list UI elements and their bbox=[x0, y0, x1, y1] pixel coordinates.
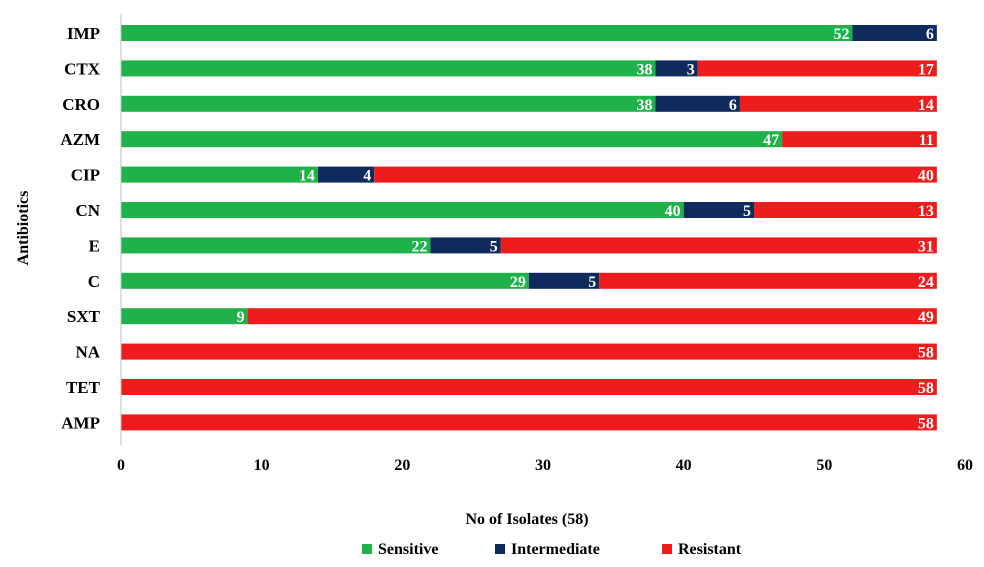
category-label-tet: TET bbox=[66, 378, 101, 397]
bar-intermediate-c bbox=[528, 272, 600, 289]
bar-intermediate-imp bbox=[852, 25, 937, 41]
bar-resistant-na bbox=[121, 343, 937, 360]
category-label-imp: IMP bbox=[67, 24, 100, 43]
data-label-sensitive-sxt: 9 bbox=[237, 309, 245, 326]
category-label-na: NA bbox=[75, 343, 100, 362]
bar-resistant-cro bbox=[739, 95, 937, 112]
x-tick-label-20: 20 bbox=[394, 457, 410, 474]
data-label-resistant-e: 31 bbox=[918, 238, 934, 255]
data-label-sensitive-c: 29 bbox=[510, 274, 526, 291]
data-label-resistant-c: 24 bbox=[918, 274, 934, 291]
category-label-cip: CIP bbox=[71, 166, 100, 185]
bar-resistant-sxt bbox=[247, 308, 937, 325]
data-label-intermediate-ctx: 3 bbox=[687, 61, 695, 78]
x-tick-label-60: 60 bbox=[957, 457, 973, 474]
bar-sensitive-imp bbox=[121, 25, 853, 41]
data-label-intermediate-cip: 4 bbox=[363, 168, 371, 185]
category-label-sxt: SXT bbox=[67, 307, 101, 326]
bar-intermediate-ctx bbox=[655, 60, 698, 77]
x-tick-label-0: 0 bbox=[117, 457, 125, 474]
data-label-intermediate-cro: 6 bbox=[729, 97, 737, 114]
y-axis-title: Antibiotics bbox=[15, 191, 32, 266]
legend-label-sensitive: Sensitive bbox=[378, 541, 438, 558]
bar-sensitive-cn bbox=[121, 202, 684, 218]
bars-layer bbox=[121, 25, 937, 431]
bar-resistant-c bbox=[599, 272, 937, 289]
data-label-resistant-cro: 14 bbox=[918, 97, 934, 114]
data-label-sensitive-ctx: 38 bbox=[637, 61, 653, 78]
bar-sensitive-azm bbox=[121, 131, 783, 148]
bar-intermediate-cip bbox=[317, 166, 375, 183]
data-label-resistant-cn: 13 bbox=[918, 203, 934, 220]
data-label-sensitive-azm: 47 bbox=[763, 132, 779, 149]
data-label-resistant-tet: 58 bbox=[918, 380, 934, 397]
data-label-sensitive-cn: 40 bbox=[665, 203, 681, 220]
data-label-resistant-ctx: 17 bbox=[918, 61, 934, 78]
category-label-c: C bbox=[88, 272, 100, 291]
data-label-resistant-azm: 11 bbox=[919, 132, 934, 149]
bar-resistant-amp bbox=[121, 414, 937, 431]
bar-intermediate-cro bbox=[655, 95, 740, 112]
category-label-cn: CN bbox=[75, 201, 100, 220]
bar-sensitive-c bbox=[121, 272, 529, 289]
x-tick-label-40: 40 bbox=[676, 457, 692, 474]
bar-resistant-cip bbox=[374, 166, 937, 183]
bar-resistant-tet bbox=[121, 379, 937, 395]
data-label-resistant-na: 58 bbox=[918, 345, 934, 362]
bar-intermediate-cn bbox=[683, 202, 754, 218]
data-label-intermediate-cn: 5 bbox=[743, 203, 751, 220]
data-label-intermediate-e: 5 bbox=[490, 238, 498, 255]
x-tick-label-50: 50 bbox=[816, 457, 832, 474]
legend-swatch-intermediate bbox=[495, 544, 505, 554]
bar-resistant-cn bbox=[754, 202, 937, 218]
bar-sensitive-cro bbox=[121, 95, 656, 112]
legend-label-resistant: Resistant bbox=[678, 541, 742, 558]
x-axis-title: No of Isolates (58) bbox=[465, 511, 588, 528]
category-label-azm: AZM bbox=[60, 130, 100, 149]
data-label-sensitive-e: 22 bbox=[411, 238, 427, 255]
data-label-resistant-sxt: 49 bbox=[918, 309, 934, 326]
bar-sensitive-ctx bbox=[121, 60, 656, 77]
category-label-amp: AMP bbox=[61, 413, 100, 432]
category-label-e: E bbox=[89, 236, 100, 255]
legend-swatch-resistant bbox=[662, 544, 672, 554]
bar-sensitive-cip bbox=[121, 166, 318, 183]
category-label-cro: CRO bbox=[62, 95, 100, 114]
category-label-ctx: CTX bbox=[64, 59, 101, 78]
legend-label-intermediate: Intermediate bbox=[511, 541, 600, 558]
data-label-sensitive-cip: 14 bbox=[299, 168, 315, 185]
data-label-resistant-cip: 40 bbox=[918, 168, 934, 185]
legend-swatch-sensitive bbox=[362, 544, 372, 554]
data-label-intermediate-c: 5 bbox=[588, 274, 596, 291]
data-label-sensitive-imp: 52 bbox=[833, 26, 849, 43]
data-label-intermediate-imp: 6 bbox=[926, 26, 934, 43]
bar-intermediate-e bbox=[430, 237, 501, 254]
data-label-resistant-amp: 58 bbox=[918, 415, 934, 432]
bar-resistant-ctx bbox=[697, 60, 937, 77]
bar-resistant-e bbox=[500, 237, 937, 254]
data-labels-layer: 52 6 38 3 17 38 6 14 47 11 14 4 40 40 5 13 22 5 31 29 5 24 9 49… bbox=[237, 26, 934, 432]
data-label-sensitive-cro: 38 bbox=[637, 97, 653, 114]
bar-resistant-azm bbox=[782, 131, 937, 148]
x-tick-label-10: 10 bbox=[254, 457, 270, 474]
bar-sensitive-sxt bbox=[121, 308, 248, 325]
legend: Sensitive Intermediate Resistant bbox=[362, 541, 742, 558]
x-tick-label-30: 30 bbox=[535, 457, 551, 474]
bar-sensitive-e bbox=[121, 237, 431, 254]
